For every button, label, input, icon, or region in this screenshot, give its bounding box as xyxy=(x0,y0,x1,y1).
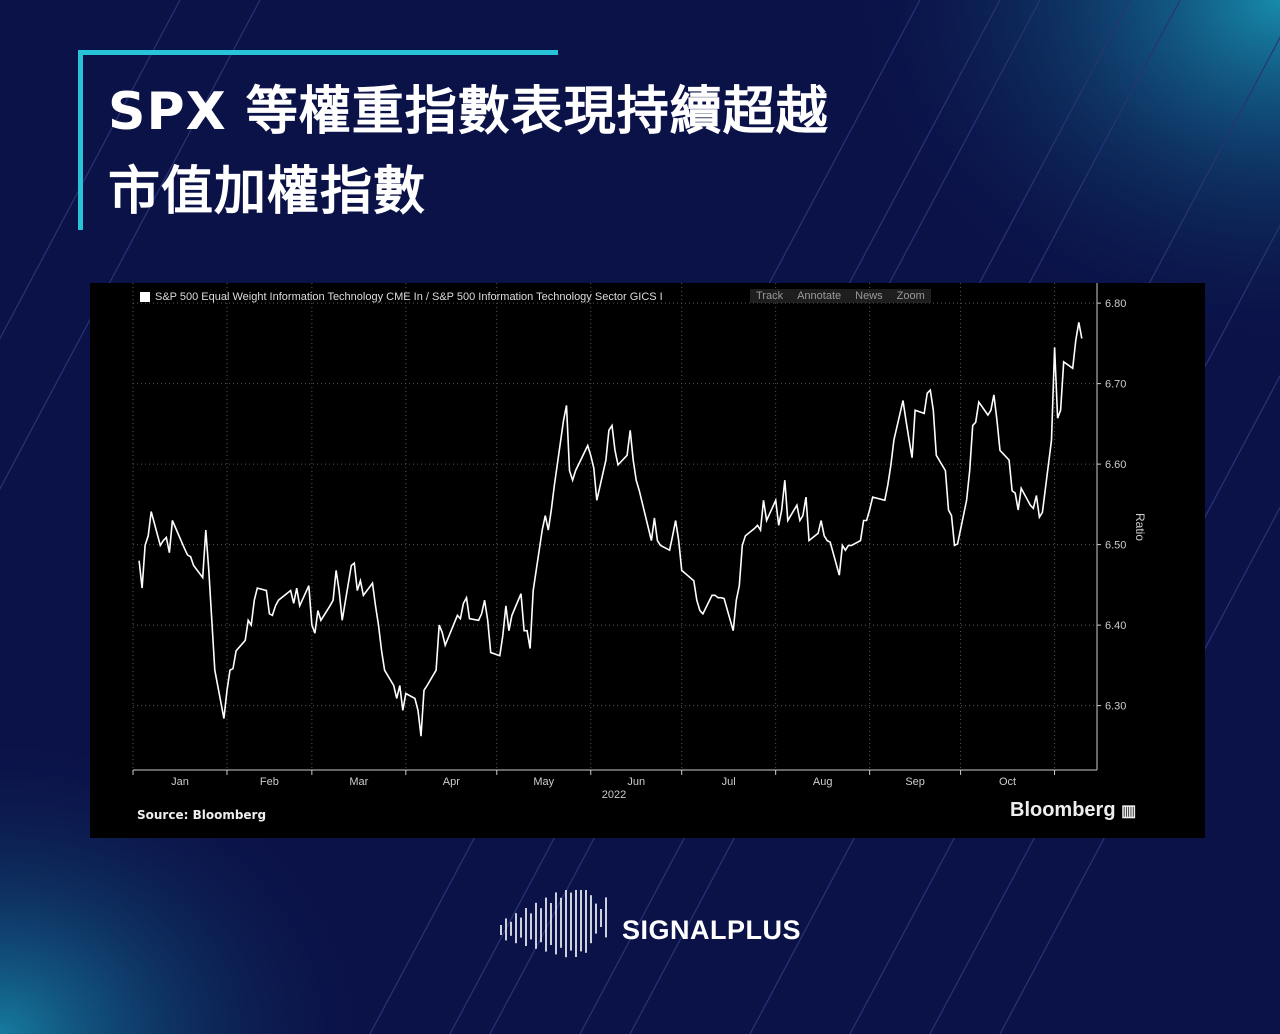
soundwave-icon xyxy=(500,890,607,958)
y-axis-label: Ratio xyxy=(1133,513,1147,541)
chart-legend: S&P 500 Equal Weight Information Technol… xyxy=(140,291,663,303)
y-tick-label: 6.70 xyxy=(1105,379,1126,391)
background-line xyxy=(929,374,1280,1034)
x-tick-label: Oct xyxy=(999,776,1016,788)
background-line xyxy=(0,0,261,491)
signalplus-logo: SIGNALPLUS xyxy=(498,890,801,970)
x-tick-label: Feb xyxy=(260,776,279,788)
news-button[interactable]: News xyxy=(855,290,883,302)
background-line xyxy=(999,506,1280,1034)
title-frame-accent xyxy=(78,50,558,55)
x-tick-label: Aug xyxy=(813,776,833,788)
chart-panel: 6.30 6.40 6.50 6.60 6.70 6.80 Jan Feb Mar Apr May J… xyxy=(90,283,1205,838)
title-frame-accent-vertical xyxy=(78,50,83,230)
x-tick-label: Jan xyxy=(171,776,189,788)
source-note: Source: Bloomberg xyxy=(137,808,267,822)
y-tick-label: 6.80 xyxy=(1105,298,1126,310)
x-tick-label: Jun xyxy=(627,776,645,788)
x-tick-label: Jul xyxy=(722,776,736,788)
bloomberg-brand-text: Bloomberg xyxy=(1010,799,1116,821)
series-line xyxy=(138,322,1083,737)
bloomberg-chart-icon: ▥ xyxy=(1121,803,1137,820)
x-tick-label: Apr xyxy=(443,776,460,788)
zoom-button[interactable]: Zoom xyxy=(896,290,925,302)
x-axis-label: 2022 xyxy=(602,789,626,801)
track-button[interactable]: Track xyxy=(756,290,784,302)
y-tick-label: 6.50 xyxy=(1105,540,1126,552)
logo-text: SIGNALPLUS xyxy=(622,914,802,945)
y-tick-label: 6.30 xyxy=(1105,701,1126,713)
background-line xyxy=(0,0,181,340)
x-tick-label: Mar xyxy=(349,776,368,788)
y-tick-label: 6.60 xyxy=(1105,459,1126,471)
legend-swatch xyxy=(140,292,150,302)
page-title: SPX 等權重指數表現持續超越 市值加權指數 xyxy=(108,72,829,232)
bloomberg-logo: Bloomberg ▥ xyxy=(1010,799,1136,822)
chart-toolbar: Track Annotate News Zoom xyxy=(750,289,931,303)
annotate-button[interactable]: Annotate xyxy=(797,290,842,302)
y-tick-label: 6.40 xyxy=(1105,620,1126,632)
title-line-2: 市值加權指數 xyxy=(108,162,427,222)
legend-label: S&P 500 Equal Weight Information Technol… xyxy=(155,291,663,303)
line-chart: 6.30 6.40 6.50 6.60 6.70 6.80 Jan Feb Mar Apr May J… xyxy=(132,283,1147,801)
x-tick-label: May xyxy=(533,776,554,788)
x-tick-label: Sep xyxy=(905,776,925,788)
title-line-1: SPX 等權重指數表現持續超越 xyxy=(108,82,829,142)
